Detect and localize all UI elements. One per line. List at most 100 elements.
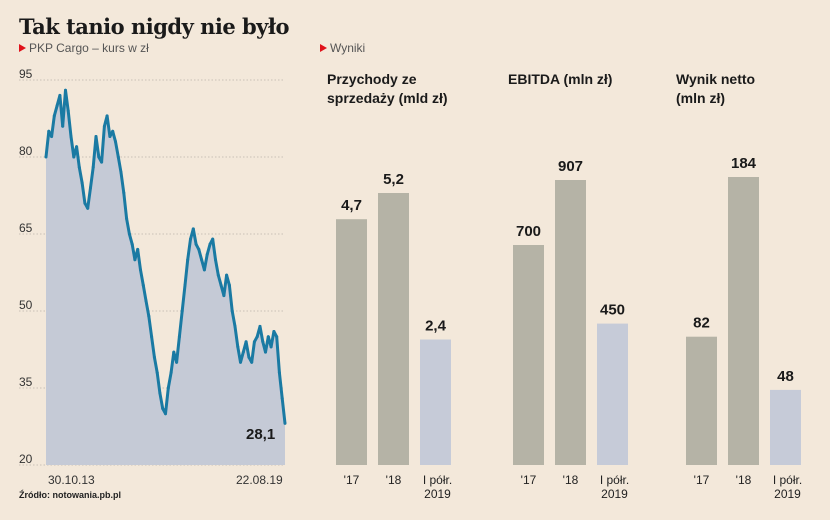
y-tick-label: 35 [19,375,33,389]
bar-1-2 [597,323,628,465]
bar-value-label: 82 [693,315,710,332]
bar-category-label: '17 [521,473,537,487]
price-point [97,155,101,159]
bar-2-1 [728,177,759,465]
price-point [100,160,104,164]
price-point [80,181,84,185]
price-point [230,309,234,313]
price-point [105,114,109,118]
price-point [44,155,48,159]
bar-category-label: I półr. [773,473,802,487]
price-point [55,104,59,108]
y-tick-label: 80 [19,144,33,158]
price-point [58,93,62,97]
price-point [136,247,140,251]
price-point [272,330,276,333]
y-tick-label: 50 [19,298,33,312]
price-point [197,247,201,251]
price-point [122,191,126,195]
price-point [236,345,240,349]
price-point [172,350,176,354]
price-point [94,135,98,138]
bar-1-0 [513,245,544,465]
price-point [91,165,95,169]
price-point [227,283,231,287]
price-point [114,140,117,144]
price-point [75,145,79,149]
price-point [108,135,112,138]
bar-0-1 [378,193,409,465]
bar-category-label: I półr. [600,473,629,487]
price-point [158,391,162,395]
bar-value-label: 907 [558,158,583,175]
price-point [89,186,92,190]
bar-2-0 [686,336,717,465]
price-point [111,129,115,133]
price-point [214,258,217,262]
red-triangle-icon [19,44,26,52]
price-point [239,360,242,364]
price-point [116,155,120,159]
bar-value-label: 700 [516,223,541,240]
ebitda-panel-title: EBITDA (mln zł) [508,71,613,87]
price-point [47,129,51,133]
price-point [264,350,267,354]
results-subtitle-text: Wyniki [330,41,366,55]
chart-title: Tak tanio nigdy nie było [19,14,289,39]
bar-1-1 [555,180,586,465]
price-point [102,124,106,128]
bar-category-label-line2: 2019 [601,487,628,501]
revenue-panel-title: Przychody ze sprzedaży (mld zł) [327,71,448,106]
price-point [150,335,154,339]
source-note: Źródło: notowania.pb.pl [19,490,121,500]
price-point [52,114,56,118]
bar-value-label: 4,7 [341,197,362,214]
price-point [275,335,279,339]
price-point [164,412,167,416]
price-point [139,268,142,272]
net-income-panel-title: Wynik netto (mln zł) [676,71,756,106]
bar-value-label: 5,2 [383,171,404,188]
price-point [266,335,270,339]
bar-0-0 [336,219,367,465]
price-point [69,135,73,138]
price-point [125,217,129,221]
bar-value-label: 48 [777,368,794,385]
bar-0-2 [420,339,451,465]
bar-value-label: 2,4 [425,318,447,335]
x-tick-label-start: 30.10.13 [48,473,95,487]
bar-2-2 [770,389,801,465]
price-point [186,258,190,262]
price-point [169,371,173,375]
price-point [86,206,90,210]
price-point [175,360,179,364]
bar-value-label: 184 [731,155,757,172]
price-point [64,88,67,92]
price-point [119,170,123,174]
line-chart-subtitle: PKP Cargo – kurs w zł [19,41,149,55]
bar-category-label: I półr. [423,473,452,487]
price-point [141,283,145,287]
red-triangle-icon [320,44,327,52]
price-point [177,335,181,339]
bar-category-label-line2: 2019 [424,487,451,501]
price-point [225,273,229,277]
price-point [194,242,198,246]
bar-value-label: 450 [600,302,625,319]
price-point [261,340,265,344]
price-point [72,155,76,159]
price-point [130,242,134,246]
price-point [127,232,131,236]
price-area [46,90,285,466]
price-point [133,258,137,262]
price-point [250,360,254,364]
x-tick-label-end: 22.08.19 [236,473,283,487]
price-point [255,335,259,339]
y-tick-label: 95 [19,67,33,81]
price-point [202,268,206,272]
price-point [211,237,215,241]
price-point [50,135,54,138]
price-point [244,340,248,344]
price-point [166,386,170,390]
bar-category-label: '17 [694,473,710,487]
